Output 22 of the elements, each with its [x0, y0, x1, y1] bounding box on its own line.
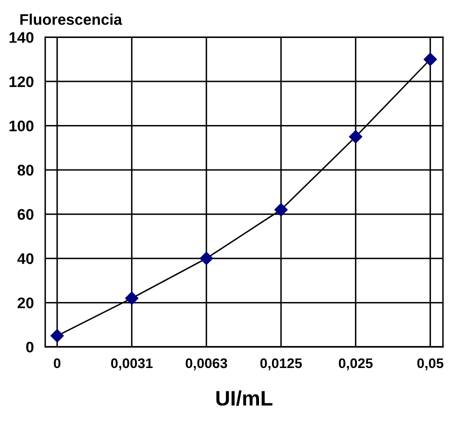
point — [349, 130, 362, 144]
point — [274, 203, 288, 216]
y-tick-label: 80 — [18, 164, 34, 176]
y-tick-label: 20 — [18, 298, 34, 308]
y-tick-label: 140 — [10, 32, 34, 43]
point — [125, 292, 138, 305]
y-tick-label: 0 — [26, 342, 34, 353]
x-tick-label: 0,025 — [338, 358, 373, 370]
x-tick-label: 0,0125 — [260, 358, 302, 370]
x-axis-title: UI/mL — [216, 390, 272, 406]
y-tick-label: 120 — [10, 76, 34, 88]
x-tick-label: 0,0031 — [111, 358, 153, 370]
y-tick-label: 100 — [10, 120, 34, 132]
point — [424, 52, 437, 66]
x-tick-label: 0 — [54, 358, 60, 368]
point — [200, 252, 213, 265]
x-tick-label: 0,05 — [417, 358, 444, 370]
x-tick-label: 0,0063 — [186, 358, 228, 370]
point — [50, 329, 64, 342]
y-axis-title: Fluorescencia — [20, 14, 122, 25]
y-tick-label: 40 — [17, 253, 34, 264]
y-tick-label: 60 — [18, 209, 34, 220]
